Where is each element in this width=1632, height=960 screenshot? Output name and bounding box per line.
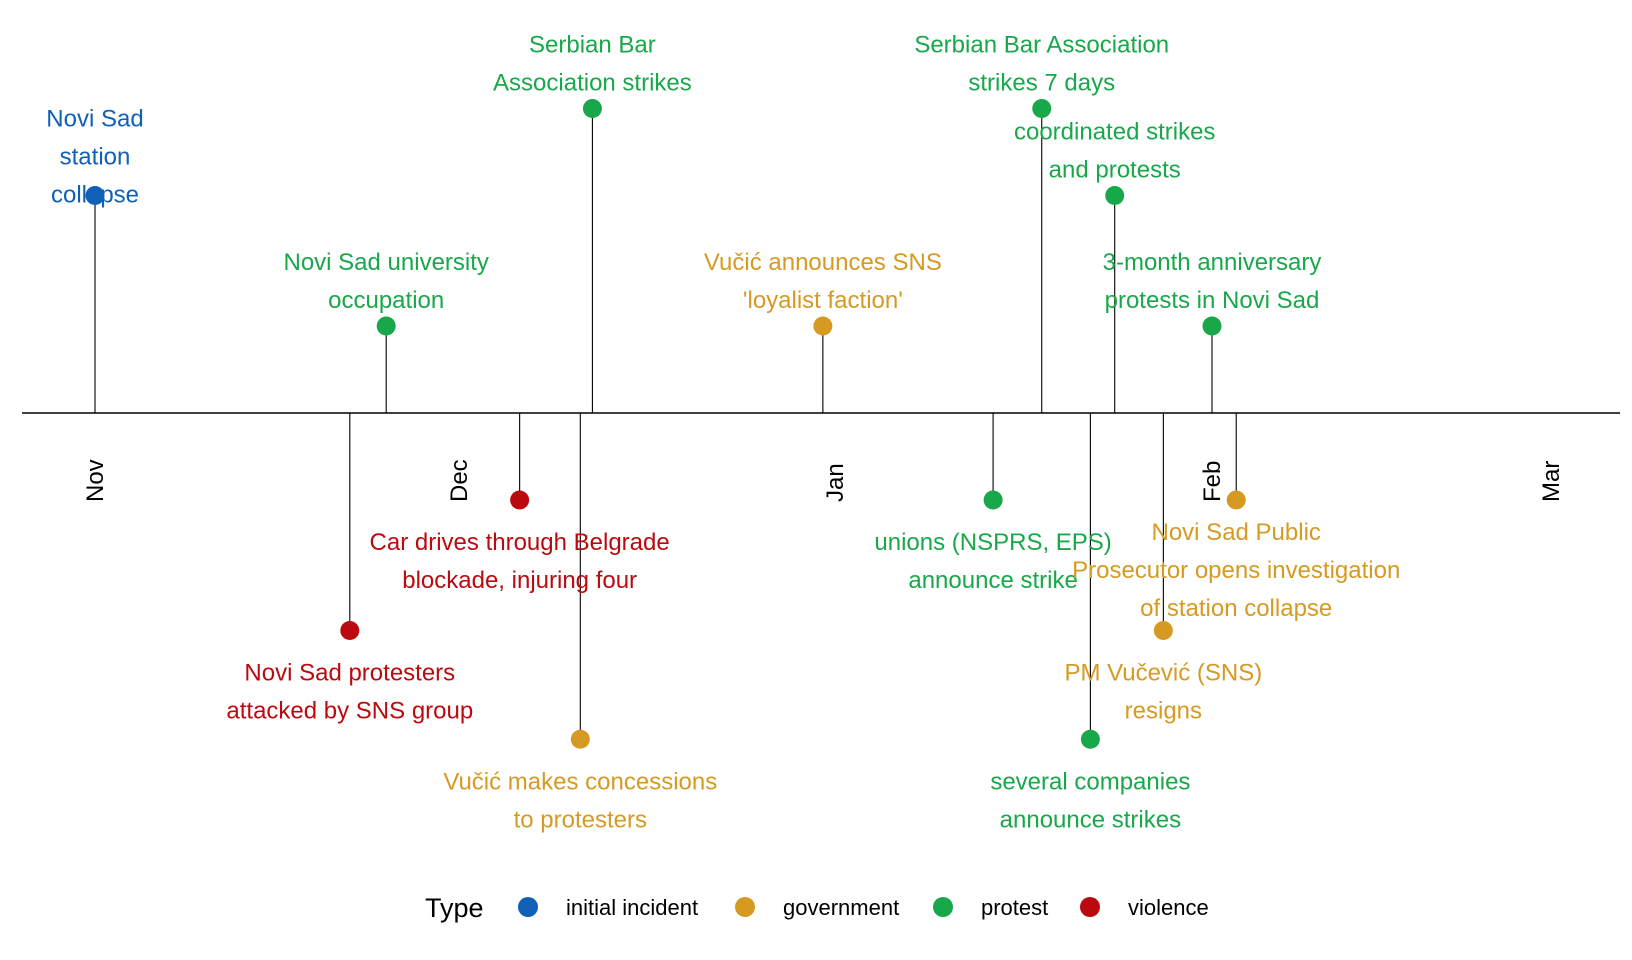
legend: Type initial incident government protest vio…	[425, 893, 1209, 923]
event-point	[582, 99, 602, 118]
event-label-line: PM Vučević (SNS)	[1064, 660, 1262, 687]
event-label-line: Serbian Bar	[529, 32, 656, 59]
tick-label: Dec	[446, 459, 473, 502]
event-label-line: Novi Sad Public	[1152, 519, 1321, 546]
event-label-line: Association strikes	[493, 70, 692, 97]
event-label: Novi Sad station collapse	[46, 106, 143, 209]
event-label-line: Novi Sad protesters	[244, 660, 455, 687]
event-label: Vučić announces SNS 'loyalist faction'	[704, 249, 942, 314]
event-label: Novi Sad protesters attacked by SNS group	[226, 660, 473, 725]
event-label-line: coordinated strikes	[1014, 119, 1215, 146]
event-point	[1080, 729, 1100, 749]
event-label: several companies announce strikes	[990, 768, 1190, 833]
legend-label: violence	[1128, 895, 1209, 920]
labels-layer: Novi Sad station collapse Novi Sad proteste…	[46, 32, 1400, 834]
ticks-layer: Nov Dec Jan Feb Mar	[82, 459, 1565, 502]
event-label-line: announce strike	[908, 567, 1077, 594]
event-label-line: attacked by SNS group	[226, 698, 473, 725]
event-point	[85, 186, 105, 205]
legend-key	[735, 897, 755, 917]
event-label: 3-month anniversary protests in Novi Sad	[1103, 249, 1322, 314]
event-label: coordinated strikes and protests	[1014, 119, 1215, 184]
event-label-line: and protests	[1049, 157, 1181, 184]
legend-key	[518, 897, 538, 917]
event-point	[1032, 99, 1052, 118]
event-point	[1202, 316, 1222, 336]
event-label-line: Vučić announces SNS	[704, 249, 942, 276]
tick-label: Jan	[822, 463, 849, 502]
event-point	[1105, 186, 1125, 205]
tick-label: Nov	[82, 459, 109, 502]
event-label-line: announce strikes	[1000, 806, 1181, 833]
legend-label: protest	[981, 895, 1048, 920]
event-label: Novi Sad Public Prosecutor opens investig…	[1072, 519, 1400, 622]
event-label: unions (NSPRS, EPS) announce strike	[874, 529, 1111, 594]
event-label-line: several companies	[990, 768, 1190, 795]
event-label-line: strikes 7 days	[968, 70, 1115, 97]
stems-layer	[94, 108, 1237, 740]
tick-label: Feb	[1199, 461, 1226, 502]
event-point	[1153, 621, 1173, 640]
event-label-line: station	[60, 144, 131, 171]
event-label: Car drives through Belgrade blockade, inj…	[370, 529, 670, 594]
legend-label: initial incident	[566, 895, 698, 920]
event-label-line: protests in Novi Sad	[1105, 287, 1320, 314]
event-label-line: Serbian Bar Association	[914, 32, 1169, 59]
legend-title: Type	[425, 893, 484, 923]
event-label-line: 3-month anniversary	[1103, 249, 1322, 276]
event-label-line: to protesters	[514, 806, 647, 833]
points-layer	[85, 99, 1246, 749]
event-label-line: collapse	[51, 182, 139, 209]
event-label-line: occupation	[328, 287, 444, 314]
event-label-line: Prosecutor opens investigation	[1072, 557, 1400, 584]
event-label-line: Car drives through Belgrade	[370, 529, 670, 556]
event-label-line: 'loyalist faction'	[743, 287, 903, 314]
event-label-line: Novi Sad	[46, 106, 143, 133]
event-point	[1226, 490, 1246, 510]
legend-key	[933, 897, 953, 917]
event-label-line: of station collapse	[1140, 595, 1332, 622]
tick-label: Mar	[1538, 461, 1565, 502]
event-label: Serbian Bar Association strikes	[493, 32, 692, 97]
event-label-line: blockade, injuring four	[402, 567, 637, 594]
event-point	[510, 490, 530, 510]
event-point	[570, 729, 590, 749]
event-label: PM Vučević (SNS) resigns	[1064, 660, 1262, 725]
event-point	[813, 316, 833, 336]
event-label: Vučić makes concessions to protesters	[443, 768, 717, 833]
event-point	[340, 621, 360, 640]
event-point	[376, 316, 396, 336]
event-label-line: resigns	[1125, 698, 1202, 725]
event-label: Serbian Bar Association strikes 7 days	[914, 32, 1169, 97]
event-label-line: Vučić makes concessions	[443, 768, 717, 795]
event-label-line: Novi Sad university	[283, 249, 488, 276]
legend-label: government	[783, 895, 899, 920]
legend-key	[1080, 897, 1100, 917]
event-label-line: unions (NSPRS, EPS)	[874, 529, 1111, 556]
event-point	[983, 490, 1003, 510]
event-label: Novi Sad university occupation	[283, 249, 488, 314]
